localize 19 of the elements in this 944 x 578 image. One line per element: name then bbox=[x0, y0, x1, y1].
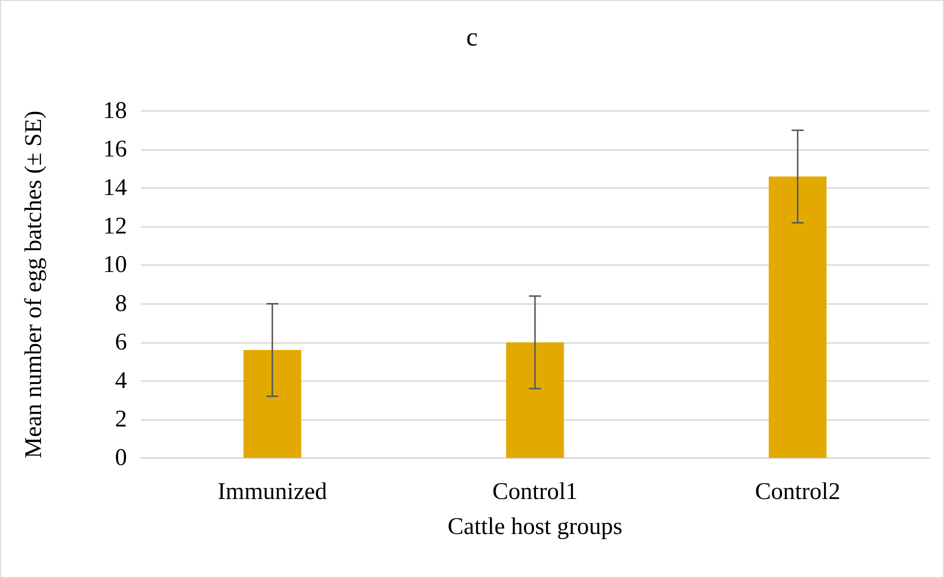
x-tick-label: Control2 bbox=[754, 479, 840, 505]
y-tick-label: 16 bbox=[103, 136, 127, 163]
y-tick-label: 12 bbox=[103, 214, 127, 240]
y-tick-label: 8 bbox=[115, 290, 127, 317]
bar bbox=[243, 350, 302, 458]
y-tick-label: 2 bbox=[115, 406, 127, 432]
y-tick-label: 4 bbox=[115, 368, 127, 394]
y-tick-label: 18 bbox=[103, 98, 127, 124]
bar bbox=[768, 176, 827, 458]
x-tick-label: Immunized bbox=[218, 479, 327, 505]
x-tick-label: Control1 bbox=[492, 479, 578, 505]
y-tick-label: 0 bbox=[115, 445, 127, 471]
y-axis-title: Mean number of egg batches (± SE) bbox=[21, 110, 47, 458]
y-tick-label: 6 bbox=[115, 329, 127, 356]
chart-title: c bbox=[466, 22, 478, 52]
x-axis-title: Cattle host groups bbox=[448, 514, 622, 540]
bar bbox=[506, 342, 564, 458]
y-tick-label: 14 bbox=[103, 175, 127, 202]
y-tick-label: 10 bbox=[103, 252, 127, 278]
